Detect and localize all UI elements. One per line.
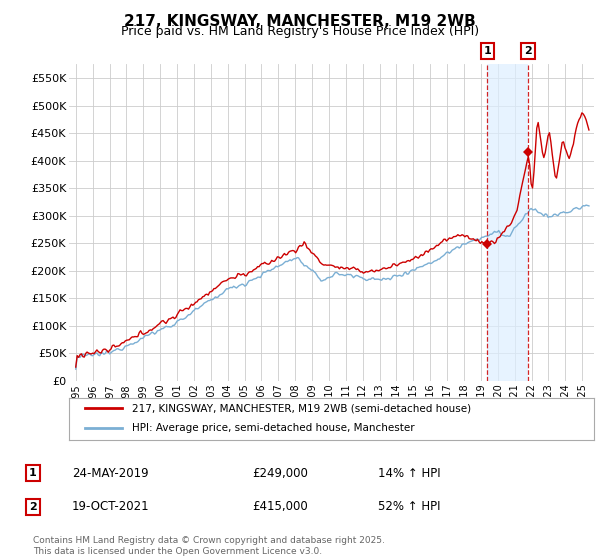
Text: 217, KINGSWAY, MANCHESTER, M19 2WB (semi-detached house): 217, KINGSWAY, MANCHESTER, M19 2WB (semi…: [132, 403, 471, 413]
Text: 1: 1: [29, 468, 37, 478]
Text: 1: 1: [484, 46, 491, 56]
Text: 217, KINGSWAY, MANCHESTER, M19 2WB: 217, KINGSWAY, MANCHESTER, M19 2WB: [124, 14, 476, 29]
Text: Contains HM Land Registry data © Crown copyright and database right 2025.
This d: Contains HM Land Registry data © Crown c…: [33, 536, 385, 556]
Text: £249,000: £249,000: [252, 466, 308, 480]
Text: 24-MAY-2019: 24-MAY-2019: [72, 466, 149, 480]
Text: 19-OCT-2021: 19-OCT-2021: [72, 500, 149, 514]
Bar: [487, 64, 528, 381]
Text: Price paid vs. HM Land Registry's House Price Index (HPI): Price paid vs. HM Land Registry's House …: [121, 25, 479, 38]
Text: £415,000: £415,000: [252, 500, 308, 514]
Text: HPI: Average price, semi-detached house, Manchester: HPI: Average price, semi-detached house,…: [132, 423, 415, 433]
Text: 52% ↑ HPI: 52% ↑ HPI: [378, 500, 440, 514]
Text: 2: 2: [29, 502, 37, 512]
Text: 2: 2: [524, 46, 532, 56]
Text: 14% ↑ HPI: 14% ↑ HPI: [378, 466, 440, 480]
